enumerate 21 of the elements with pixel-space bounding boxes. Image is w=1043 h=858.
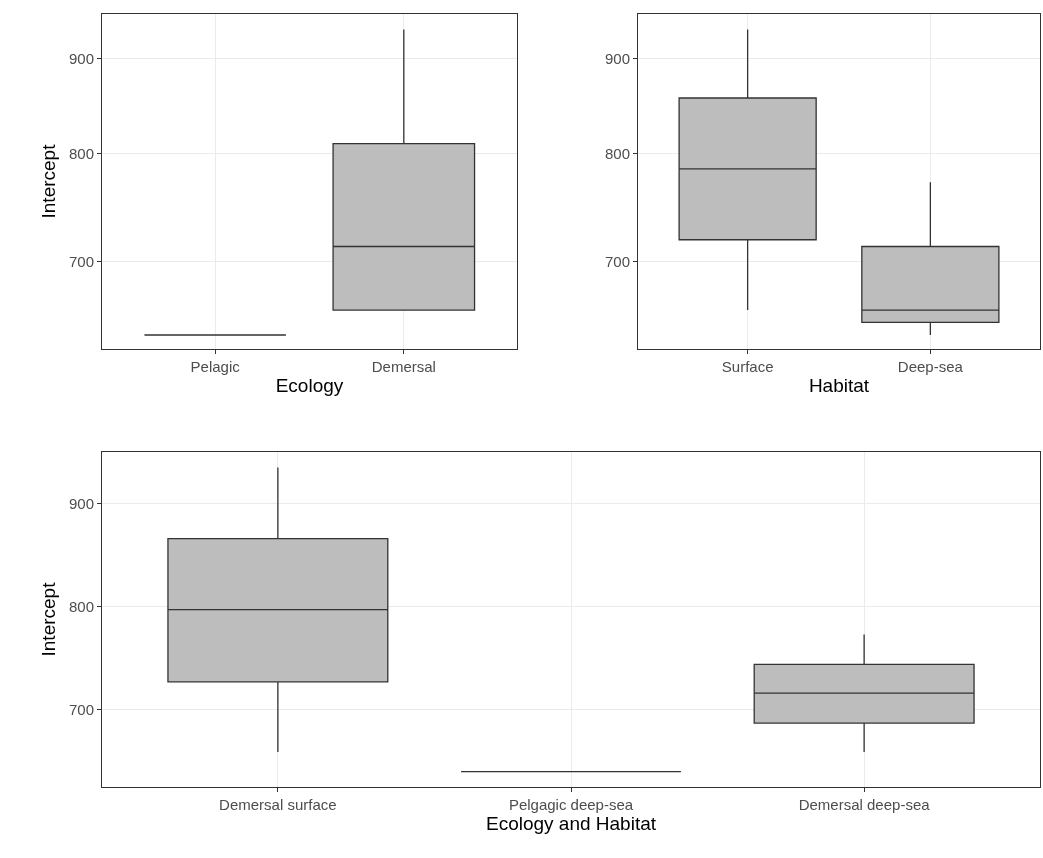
y-tick-label: 900: [68, 49, 94, 67]
x-tick-label: Pelagic: [190, 358, 241, 375]
y-tick-label: 800: [68, 144, 94, 162]
y-tick-label: 700: [604, 252, 630, 270]
x-axis-title: Ecology: [275, 374, 344, 396]
y-tick-label: 900: [604, 49, 630, 67]
y-tick-label: 700: [68, 252, 94, 270]
y-tick-label: 700: [68, 700, 94, 718]
y-tick-label: 900: [68, 494, 94, 512]
x-axis-title: Habitat: [808, 374, 870, 396]
x-tick-label: Demersal surface: [219, 796, 337, 813]
x-tick-label: Surface: [721, 358, 774, 375]
y-axis-title: Intercept: [37, 581, 59, 657]
y-tick-label: 800: [68, 597, 94, 615]
x-tick-label: Deep-sea: [897, 358, 964, 375]
x-tick-label: Demersal deep-sea: [798, 796, 931, 813]
x-tick-label: Pelgagic deep-sea: [508, 796, 634, 813]
y-axis-title: Intercept: [37, 143, 59, 219]
x-axis-title: Ecology and Habitat: [485, 813, 657, 834]
y-tick-label: 800: [604, 144, 630, 162]
x-tick-label: Demersal: [371, 358, 436, 375]
